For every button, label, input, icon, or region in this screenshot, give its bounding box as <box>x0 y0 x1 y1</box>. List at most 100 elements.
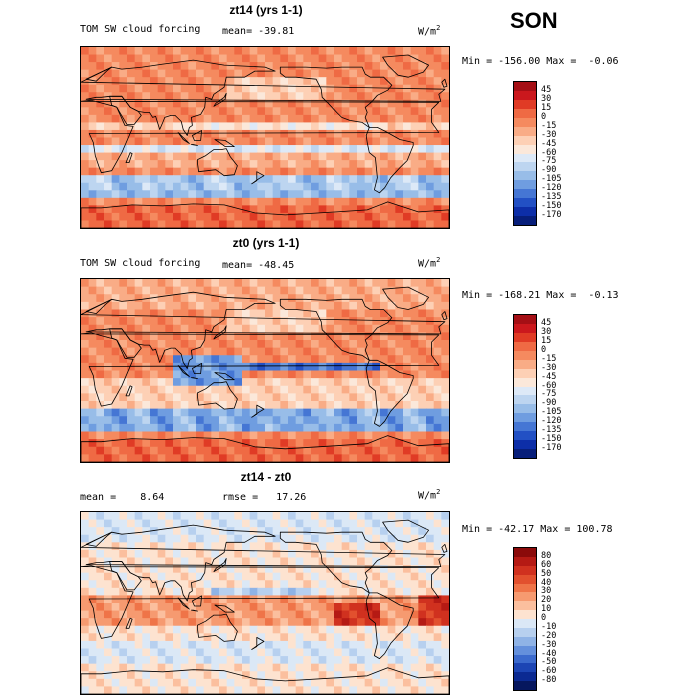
contour-cell <box>234 671 243 680</box>
coastline <box>213 92 227 107</box>
contour-cell <box>441 212 449 222</box>
contour-cell <box>349 534 358 543</box>
contour-cell <box>326 122 335 131</box>
contour-cell <box>341 640 350 650</box>
contour-cell <box>295 431 304 440</box>
contour-cell <box>211 152 220 161</box>
contour-cell <box>433 182 442 191</box>
colorbar-tick-label: -20 <box>541 630 557 641</box>
contour-cell <box>303 580 312 589</box>
contour-cell <box>426 114 435 124</box>
contour-cell <box>410 175 419 184</box>
contour-cell <box>303 527 312 536</box>
contour-cell <box>303 595 312 604</box>
contour-cell <box>341 512 350 521</box>
contour-cell <box>196 175 205 184</box>
contour-cell <box>372 77 381 86</box>
contour-cell <box>142 678 151 688</box>
contour-cell <box>242 212 251 222</box>
contour-cell <box>219 77 228 86</box>
colorbar-tick-label: -50 <box>541 657 557 668</box>
contour-cell <box>395 99 404 108</box>
contour-cell <box>81 393 90 402</box>
contour-cell <box>104 122 113 131</box>
contour-cell <box>334 175 343 184</box>
contour-cell <box>88 317 97 326</box>
contour-cell <box>81 54 90 63</box>
contour-cell <box>395 197 404 206</box>
contour-cell <box>372 190 381 199</box>
contour-cell <box>426 286 435 295</box>
contour-cell <box>81 129 90 139</box>
contour-cell <box>272 431 281 440</box>
contour-cell <box>211 107 220 116</box>
contour-cell <box>303 408 312 417</box>
contour-cell <box>441 401 449 410</box>
contour-cell <box>349 416 358 425</box>
contour-cell <box>403 54 412 63</box>
contour-cell <box>265 603 274 612</box>
contour-cell <box>280 423 289 433</box>
contour-cell <box>418 678 427 688</box>
contour-cell <box>142 519 151 528</box>
contour-cell <box>157 416 166 425</box>
contour-cell <box>334 686 343 694</box>
contour-cell <box>111 286 120 295</box>
contour-cell <box>387 656 396 665</box>
contour-cell <box>96 595 105 604</box>
contour-cell <box>188 633 197 642</box>
contour-cell <box>295 122 304 131</box>
contour-cell <box>441 527 449 536</box>
contour-cell <box>219 603 228 612</box>
contour-cell <box>180 557 189 566</box>
contour-cell <box>441 423 449 433</box>
contour-cell <box>127 572 136 581</box>
contour-cell <box>433 416 442 425</box>
contour-cell <box>410 114 419 124</box>
panel3-rmse: rmse = 17.26 <box>222 492 307 503</box>
contour-cell <box>326 160 335 169</box>
contour-cell <box>142 648 151 657</box>
contour-cell <box>387 347 396 356</box>
contour-cell <box>410 527 419 536</box>
contour-cell <box>81 160 90 169</box>
contour-cell <box>81 454 90 462</box>
contour-cell <box>295 542 304 551</box>
contour-cell <box>234 324 243 333</box>
contour-cell <box>81 416 90 425</box>
colorbar-tick-label: -30 <box>541 362 557 373</box>
contour-cell <box>180 129 189 139</box>
contour-cell <box>395 416 404 425</box>
contour-cell <box>219 512 228 521</box>
contour-cell <box>387 62 396 71</box>
contour-cell <box>265 286 274 295</box>
contour-cell <box>96 137 105 146</box>
contour-cell <box>311 114 320 124</box>
contour-cell <box>219 309 228 318</box>
contour-cell <box>272 633 281 642</box>
coastline <box>125 617 133 629</box>
contour-cell <box>211 47 220 56</box>
contour-cell <box>150 633 159 642</box>
contour-cell <box>280 595 289 604</box>
contour-cell <box>426 401 435 410</box>
contour-cell <box>441 671 449 680</box>
contour-cell <box>433 557 442 566</box>
contour-cell <box>88 557 97 566</box>
contour-cell <box>403 145 412 154</box>
contour-cell <box>242 340 251 349</box>
contour-cell <box>226 107 235 116</box>
contour-cell <box>334 317 343 326</box>
contour-cell <box>203 527 212 536</box>
contour-cell <box>157 534 166 543</box>
contour-cell <box>403 648 412 657</box>
contour-cell <box>104 294 113 303</box>
contour-cell <box>341 648 350 657</box>
contour-cell <box>127 362 136 372</box>
contour-cell <box>380 220 389 228</box>
contour-cell <box>341 332 350 341</box>
contour-cell <box>234 92 243 101</box>
contour-cell <box>387 69 396 78</box>
panel1-mean: mean= -39.81 <box>222 26 295 37</box>
contour-cell <box>311 301 320 311</box>
